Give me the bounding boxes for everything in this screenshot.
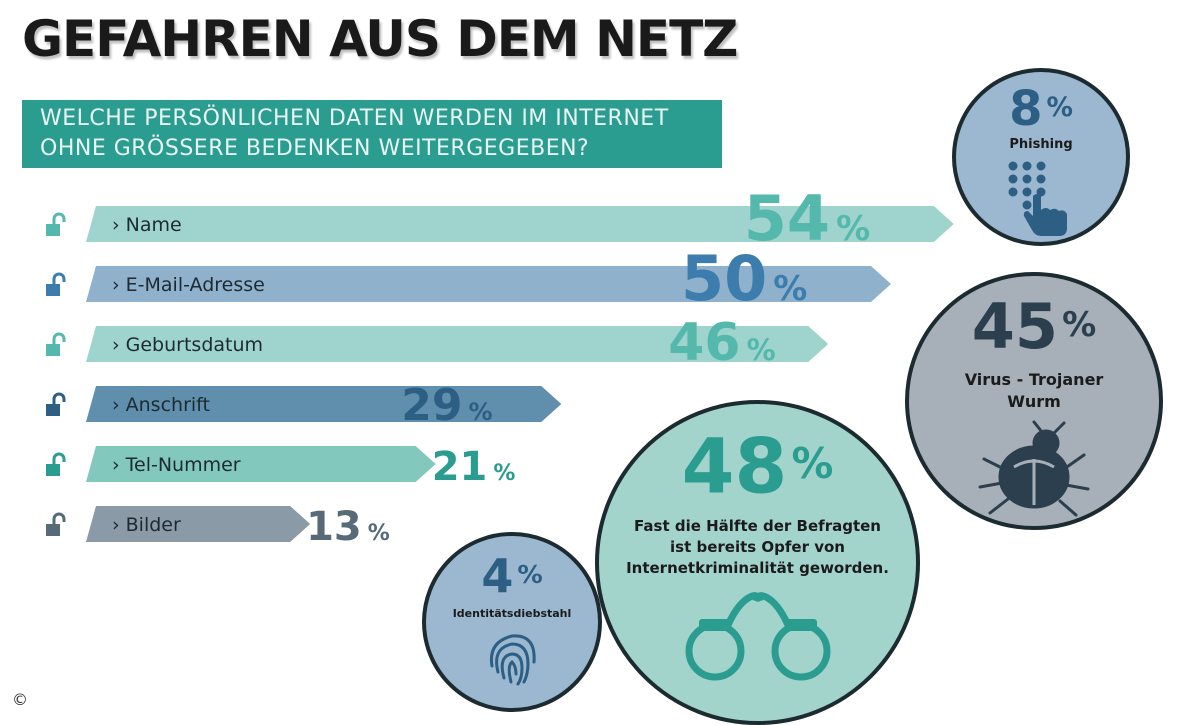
bar-value-label: 29% bbox=[401, 380, 492, 431]
bar-category-label: › Anschrift bbox=[112, 394, 210, 416]
victims-label-line-2: ist bereits Opfer von bbox=[670, 537, 845, 556]
bar-value-label: 13% bbox=[306, 504, 390, 550]
identity-theft-label: Identitätsdiebstahl bbox=[452, 606, 572, 620]
bar bbox=[86, 266, 891, 302]
bar bbox=[86, 506, 311, 542]
victims-label-line-1: Fast die Hälfte der Befragten bbox=[634, 516, 881, 535]
phishing-percentage: 8% bbox=[1009, 81, 1073, 138]
victims-label-line-3: Internetkriminalität geworden. bbox=[626, 558, 889, 577]
copyright-symbol: © bbox=[12, 690, 28, 709]
unlocked-icon bbox=[46, 452, 66, 476]
victims-circle: 48% Fast die Hälfte der Befragten ist be… bbox=[595, 400, 920, 725]
victims-percentage: 48% bbox=[681, 421, 834, 511]
phishing-label: Phishing bbox=[1009, 137, 1073, 153]
bar-category-label: › Bilder bbox=[112, 514, 181, 536]
question-box: WELCHE PERSÖNLICHEN DATEN WERDEN IM INTE… bbox=[22, 100, 722, 168]
virus-circle: 45% Virus - Trojaner Wurm bbox=[905, 272, 1163, 530]
page-title: GEFAHREN AUS DEM NETZ bbox=[22, 10, 738, 68]
bar bbox=[86, 206, 954, 242]
handcuffs-icon bbox=[685, 591, 830, 681]
bug-icon bbox=[978, 420, 1090, 517]
virus-label-line-1: Virus - Trojaner bbox=[964, 369, 1104, 389]
virus-percentage: 45% bbox=[971, 289, 1097, 363]
identity-theft-percentage: 4% bbox=[481, 548, 543, 603]
bar-value-label: 46% bbox=[668, 313, 775, 373]
bar-value-label: 50% bbox=[681, 242, 807, 315]
bar bbox=[86, 446, 436, 482]
hand-keypad-icon bbox=[1008, 161, 1067, 237]
virus-label-line-2: Wurm bbox=[1007, 391, 1061, 411]
identity-theft-circle: 4% Identitätsdiebstahl bbox=[422, 532, 602, 712]
unlocked-icon bbox=[46, 272, 66, 296]
question-line-2: OHNE GRÖSSERE BEDENKEN WEITERGEGEBEN? bbox=[40, 136, 590, 161]
bar-value-label: 21% bbox=[432, 444, 516, 490]
bar-value-label: 54% bbox=[744, 182, 870, 255]
phishing-circle: 8% Phishing bbox=[952, 68, 1130, 246]
bar-category-label: › Tel-Nummer bbox=[112, 454, 241, 476]
bar-category-label: › Geburtsdatum bbox=[112, 334, 263, 356]
fingerprint-icon bbox=[489, 634, 536, 686]
unlocked-icon bbox=[46, 332, 66, 356]
question-line-1: WELCHE PERSÖNLICHEN DATEN WERDEN IM INTE… bbox=[40, 106, 669, 131]
unlocked-icon bbox=[46, 212, 66, 236]
bar-category-label: › Name bbox=[112, 214, 182, 236]
unlocked-icon bbox=[46, 392, 66, 416]
bar bbox=[86, 326, 829, 362]
unlocked-icon bbox=[46, 512, 66, 536]
bar-category-label: › E-Mail-Adresse bbox=[112, 274, 265, 296]
bar bbox=[86, 386, 562, 422]
